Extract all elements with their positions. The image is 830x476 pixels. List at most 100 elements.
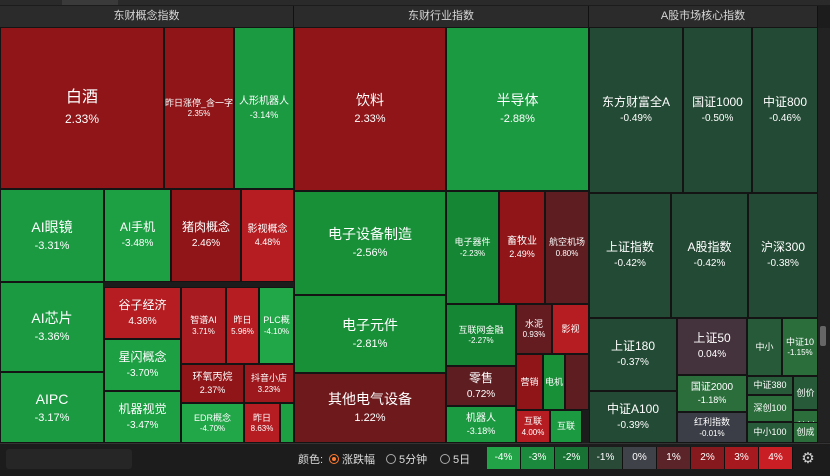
- treemap-tile[interactable]: 创价: [793, 376, 818, 410]
- treemap-tile[interactable]: 饮料 2.33%: [294, 27, 446, 191]
- section-header-concept: 东财概念指数: [0, 6, 294, 27]
- treemap-tile[interactable]: AI眼镜 -3.31%: [0, 189, 104, 282]
- treemap-tile[interactable]: 上证指数 -0.42%: [589, 193, 671, 318]
- treemap-tile[interactable]: 中小100: [747, 422, 793, 443]
- radio-5day[interactable]: 5日: [440, 449, 470, 469]
- treemap-tile[interactable]: 猪肉概念 2.46%: [171, 189, 241, 282]
- treemap-tile[interactable]: 国证1000 -0.50%: [683, 27, 752, 193]
- treemap-tile[interactable]: 中小: [747, 318, 782, 376]
- tile-value: -3.18%: [466, 426, 496, 437]
- radio-dot-icon: [440, 454, 450, 464]
- tile-value: -3.48%: [121, 238, 154, 250]
- tile-value: 4.00%: [521, 427, 545, 437]
- tile-value: 2.49%: [509, 249, 535, 260]
- tile-name: AI手机: [119, 220, 156, 235]
- scale-swatch: -4%: [487, 447, 521, 469]
- treemap-tile[interactable]: 红利指数 -0.01%: [677, 412, 747, 443]
- gear-icon[interactable]: ⚙: [801, 450, 815, 467]
- treemap-tile[interactable]: A股指数 -0.42%: [671, 193, 748, 318]
- treemap-tile[interactable]: 抖音小店 3.23%: [244, 364, 294, 403]
- treemap-tile[interactable]: 谷子经济 4.36%: [104, 287, 181, 339]
- treemap-tile[interactable]: AIPC -3.17%: [0, 372, 104, 443]
- treemap-tile[interactable]: 昨日 5.96%: [226, 287, 259, 364]
- treemap-tile[interactable]: PLC概 -4.10%: [259, 287, 294, 364]
- treemap-tile[interactable]: 昨日涨停_含一字 2.35%: [164, 27, 234, 189]
- search-slot[interactable]: [6, 449, 132, 469]
- radio-5min[interactable]: 5分钟: [386, 449, 427, 469]
- tile-value: -2.27%: [468, 336, 494, 346]
- treemap-tile[interactable]: 中证A100 -0.39%: [589, 391, 677, 443]
- treemap-tile[interactable]: 星闪概念 -3.70%: [104, 339, 181, 391]
- treemap-tile[interactable]: 影视: [552, 304, 589, 354]
- treemap-tile[interactable]: 深创100: [747, 395, 793, 422]
- treemap-tile[interactable]: [565, 354, 589, 410]
- treemap-tile[interactable]: 互联 4.00%: [516, 410, 550, 443]
- treemap-tile[interactable]: 昨日 8.63%: [244, 403, 280, 443]
- tile-name: 中证380: [753, 380, 787, 391]
- tile-value: -0.46%: [769, 112, 801, 124]
- tile-value: 0.04%: [697, 349, 727, 361]
- treemap-tile[interactable]: 电子元件 -2.81%: [294, 295, 446, 373]
- tile-name: 创价: [796, 387, 815, 398]
- treemap-tile[interactable]: AI手机 -3.48%: [104, 189, 171, 282]
- treemap-tile[interactable]: 人形机器人 -3.14%: [234, 27, 294, 189]
- tile-value: 2.46%: [191, 238, 221, 250]
- treemap-tile[interactable]: 机器视觉 -3.47%: [104, 391, 181, 443]
- treemap-tile[interactable]: 沪深300 -0.38%: [748, 193, 818, 318]
- radio-change-pct[interactable]: 涨跌幅: [329, 449, 375, 469]
- treemap-tile[interactable]: 上证180 -0.37%: [589, 318, 677, 391]
- tile-value: -3.70%: [126, 367, 159, 379]
- treemap-tile[interactable]: 电子设备制造 -2.56%: [294, 191, 446, 295]
- tile-value: 3.23%: [257, 384, 281, 394]
- treemap-tile[interactable]: 水泥 0.93%: [516, 304, 552, 354]
- treemap-tile[interactable]: 畜牧业 2.49%: [499, 191, 545, 304]
- treemap-tile[interactable]: 机器人 -3.18%: [446, 406, 516, 443]
- scroll-thumb[interactable]: [820, 326, 826, 346]
- treemap-tile[interactable]: 互联: [550, 410, 582, 443]
- section-header-industry: 东财行业指数: [294, 6, 589, 27]
- treemap-tile[interactable]: 营销: [516, 354, 543, 410]
- treemap-tile[interactable]: 上证50 0.04%: [677, 318, 747, 375]
- tile-value: 0.72%: [466, 388, 496, 400]
- treemap-tile[interactable]: 电子器件 -2.23%: [446, 191, 499, 304]
- treemap-tile[interactable]: 创成: [793, 422, 818, 443]
- treemap-tile[interactable]: 中证380: [747, 376, 793, 395]
- treemap-tile[interactable]: 白酒 2.33%: [0, 27, 164, 189]
- treemap-tile[interactable]: EDR概念 -4.70%: [181, 403, 244, 443]
- treemap-tile[interactable]: [280, 403, 294, 443]
- tile-value: -2.81%: [352, 338, 388, 351]
- treemap-tile[interactable]: 环氧丙烷 2.37%: [181, 364, 244, 403]
- treemap-tile[interactable]: 影视概念 4.48%: [241, 189, 294, 282]
- treemap-tile[interactable]: AI芯片 -3.36%: [0, 282, 104, 372]
- tile-name: 互联: [523, 416, 542, 427]
- section-header-core-index: A股市场核心指数: [589, 6, 818, 27]
- treemap-tile[interactable]: 智谱AI 3.71%: [181, 287, 226, 364]
- tile-name: 其他电气设备: [328, 391, 412, 408]
- scale-swatch: -2%: [555, 447, 589, 469]
- tile-name: 影视: [561, 323, 580, 334]
- tile-value: 5.96%: [231, 326, 254, 336]
- treemap-tile[interactable]: 半导体 -2.88%: [446, 27, 589, 191]
- tile-value: -1.18%: [697, 395, 727, 406]
- tile-name: 深创100: [753, 403, 787, 414]
- tile-name: AIPC: [35, 390, 69, 407]
- treemap-tile[interactable]: 航空机场 0.80%: [545, 191, 589, 304]
- tile-name: 电子元件: [342, 317, 398, 334]
- treemap-tile[interactable]: 中证800 -0.46%: [752, 27, 818, 193]
- treemap-tile[interactable]: 电机: [543, 354, 565, 410]
- treemap-tile[interactable]: 中证10 -1.15%: [782, 318, 818, 376]
- tile-name: 水泥: [524, 318, 543, 329]
- treemap-tile[interactable]: 互联网金融 -2.27%: [446, 304, 516, 366]
- treemap-tile[interactable]: 东方财富全A -0.49%: [589, 27, 683, 193]
- treemap-tile[interactable]: 国证2000 -1.18%: [677, 375, 747, 412]
- tile-name: 人形机器人: [239, 96, 289, 108]
- radio-label: 5日: [453, 454, 471, 466]
- tile-name: 昨日: [233, 315, 252, 326]
- tile-value: 2.33%: [64, 112, 100, 127]
- tile-value: -3.47%: [126, 419, 159, 431]
- top-tab[interactable]: [62, 0, 118, 5]
- tile-name: 饮料: [356, 92, 384, 109]
- treemap-tile[interactable]: 其他电气设备 1.22%: [294, 373, 446, 443]
- treemap-tile[interactable]: 零售 0.72%: [446, 366, 516, 406]
- tile-name: 中小: [755, 341, 774, 352]
